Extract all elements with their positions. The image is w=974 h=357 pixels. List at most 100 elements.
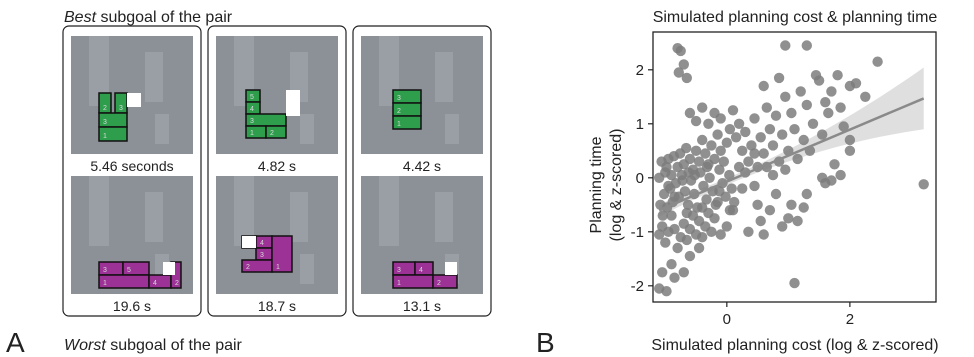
data-point bbox=[657, 210, 668, 221]
data-point bbox=[678, 59, 689, 70]
data-point bbox=[714, 186, 725, 197]
data-point bbox=[789, 124, 800, 135]
data-point bbox=[690, 145, 702, 156]
data-point bbox=[761, 102, 772, 113]
y-tick-label: 2 bbox=[636, 62, 644, 79]
data-point bbox=[918, 179, 929, 190]
worst-thumb-silhouette-left bbox=[379, 176, 399, 246]
data-point bbox=[684, 250, 696, 262]
data-point bbox=[780, 40, 791, 51]
data-point bbox=[801, 188, 812, 200]
worst-thumb-block bbox=[255, 235, 273, 249]
best-thumb-block-number: 1 bbox=[250, 130, 254, 137]
data-point bbox=[786, 199, 797, 210]
data-point bbox=[709, 213, 720, 224]
data-point bbox=[770, 188, 782, 200]
best-thumb-block-number: 3 bbox=[119, 105, 123, 112]
best-thumb-silhouette-right bbox=[290, 52, 308, 102]
data-point bbox=[838, 121, 849, 132]
data-point bbox=[758, 80, 769, 92]
data-point bbox=[700, 148, 711, 159]
worst-thumb-block bbox=[255, 247, 273, 261]
top-caption-emph: Best bbox=[64, 9, 97, 26]
y-axis-label-line1: Planning time bbox=[588, 136, 605, 233]
data-point bbox=[721, 221, 732, 232]
data-point bbox=[693, 242, 705, 254]
y-axis-label-line2: (log & z-scored) bbox=[608, 129, 625, 242]
best-thumb-block bbox=[265, 125, 287, 139]
data-point bbox=[807, 118, 819, 129]
data-point bbox=[661, 161, 672, 173]
worst-thumb-silhouette-right bbox=[145, 192, 163, 242]
top-caption-rest: subgoal of the pair bbox=[96, 9, 233, 26]
data-point bbox=[817, 129, 828, 140]
data-point bbox=[764, 124, 776, 135]
data-point bbox=[740, 126, 751, 138]
data-point bbox=[681, 142, 692, 154]
data-point bbox=[737, 145, 748, 156]
worst-thumb-block-number: 2 bbox=[437, 280, 441, 287]
data-point bbox=[661, 286, 672, 297]
data-point bbox=[675, 45, 686, 57]
data-point bbox=[697, 232, 708, 243]
worst-thumb-silhouette-left bbox=[234, 176, 254, 246]
data-point bbox=[801, 99, 812, 111]
data-point bbox=[715, 113, 726, 124]
data-point bbox=[697, 202, 708, 213]
data-point bbox=[749, 148, 760, 159]
data-point bbox=[780, 164, 791, 175]
data-point bbox=[681, 234, 692, 246]
data-point bbox=[714, 164, 725, 175]
data-point bbox=[872, 56, 883, 67]
best-thumb-silhouette-left bbox=[234, 36, 254, 106]
data-point bbox=[684, 107, 696, 119]
data-point bbox=[698, 180, 709, 192]
y-tick-label: -1 bbox=[631, 224, 644, 241]
worst-thumb-block-number: 2 bbox=[246, 264, 250, 271]
data-point bbox=[795, 86, 806, 97]
data-point bbox=[666, 169, 677, 181]
data-point bbox=[709, 153, 720, 165]
best-thumb-block-number: 4 bbox=[250, 106, 254, 113]
worst-thumb-block-number: 1 bbox=[397, 280, 401, 287]
data-point bbox=[669, 223, 680, 235]
best-thumb-silhouette-left bbox=[89, 36, 109, 106]
data-point bbox=[773, 72, 785, 84]
data-point bbox=[823, 107, 834, 119]
data-point bbox=[786, 107, 797, 119]
best-thumb-block-number: 1 bbox=[103, 133, 107, 140]
data-point bbox=[660, 237, 671, 248]
data-point bbox=[749, 180, 760, 192]
panel-b-letter: B bbox=[536, 327, 555, 357]
best-thumb-block-number: 1 bbox=[397, 121, 401, 128]
worst-thumb-gap bbox=[242, 236, 256, 248]
data-point bbox=[737, 183, 748, 194]
y-tick-label: 0 bbox=[636, 170, 644, 187]
data-point bbox=[770, 110, 782, 121]
data-point bbox=[749, 113, 760, 124]
data-point bbox=[704, 172, 715, 183]
worst-thumb-block-number: 4 bbox=[260, 240, 264, 247]
plot-frame bbox=[652, 31, 937, 303]
data-point bbox=[654, 229, 665, 240]
x-tick-label: 2 bbox=[846, 311, 854, 328]
best-time-label: 5.46 seconds bbox=[90, 158, 173, 174]
best-thumb-block-number: 2 bbox=[103, 105, 107, 112]
data-point bbox=[832, 70, 843, 81]
data-point bbox=[850, 78, 862, 89]
data-point bbox=[752, 199, 763, 210]
data-point bbox=[789, 277, 800, 289]
data-point bbox=[758, 229, 769, 240]
data-point bbox=[679, 186, 691, 197]
best-thumb-silhouette-bottom bbox=[300, 114, 314, 144]
data-point bbox=[689, 169, 700, 181]
data-point bbox=[663, 180, 674, 192]
data-point bbox=[672, 242, 683, 254]
best-thumb-silhouette-bottom bbox=[155, 114, 169, 144]
best-thumb-block bbox=[98, 126, 128, 142]
data-point bbox=[701, 161, 713, 173]
data-point bbox=[798, 134, 809, 146]
best-thumb-silhouette-right bbox=[435, 52, 453, 102]
data-point bbox=[724, 169, 735, 181]
